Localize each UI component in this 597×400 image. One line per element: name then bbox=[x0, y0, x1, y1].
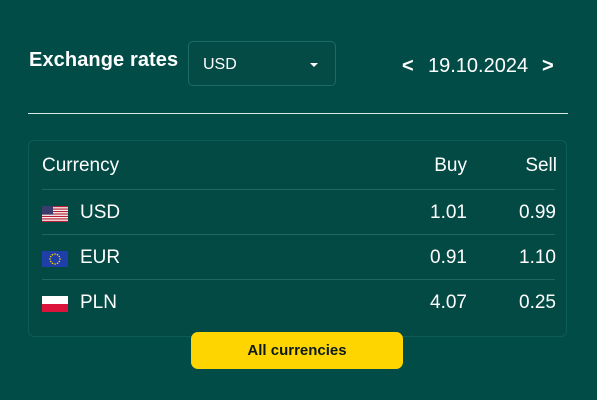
column-header-buy: Buy bbox=[434, 155, 467, 176]
table-row: USD 1.01 0.99 bbox=[42, 189, 556, 235]
table-row: PLN 4.07 0.25 bbox=[42, 279, 556, 325]
prev-date-button[interactable]: < bbox=[402, 55, 414, 77]
rates-table: Currency Buy Sell USD 1.01 0.99 bbox=[28, 140, 567, 337]
table-header: Currency Buy Sell bbox=[42, 155, 557, 179]
pl-flag-icon bbox=[42, 296, 68, 312]
all-currencies-button[interactable]: All currencies bbox=[191, 332, 403, 369]
table-row: EUR 0.91 1.10 bbox=[42, 234, 556, 280]
eu-flag-icon bbox=[42, 251, 68, 267]
column-header-sell: Sell bbox=[525, 155, 557, 176]
us-flag-icon bbox=[42, 206, 68, 222]
buy-rate: 1.01 bbox=[430, 202, 467, 223]
currency-code: EUR bbox=[80, 247, 121, 268]
buy-rate: 0.91 bbox=[430, 247, 467, 268]
sell-rate: 1.10 bbox=[519, 247, 556, 268]
divider bbox=[28, 113, 568, 114]
buy-rate: 4.07 bbox=[430, 292, 467, 313]
currency-code: PLN bbox=[80, 292, 117, 313]
page-title: Exchange rates bbox=[29, 49, 179, 71]
current-date: 19.10.2024 bbox=[428, 55, 529, 77]
sell-rate: 0.25 bbox=[519, 292, 556, 313]
currency-select[interactable]: USD bbox=[188, 41, 336, 86]
sell-rate: 0.99 bbox=[519, 202, 556, 223]
currency-select-value: USD bbox=[203, 56, 237, 73]
column-header-currency: Currency bbox=[42, 155, 120, 176]
date-navigator: < 19.10.2024 > bbox=[400, 55, 560, 79]
next-date-button[interactable]: > bbox=[542, 55, 554, 77]
caret-down-icon bbox=[310, 63, 318, 67]
currency-code: USD bbox=[80, 202, 121, 223]
